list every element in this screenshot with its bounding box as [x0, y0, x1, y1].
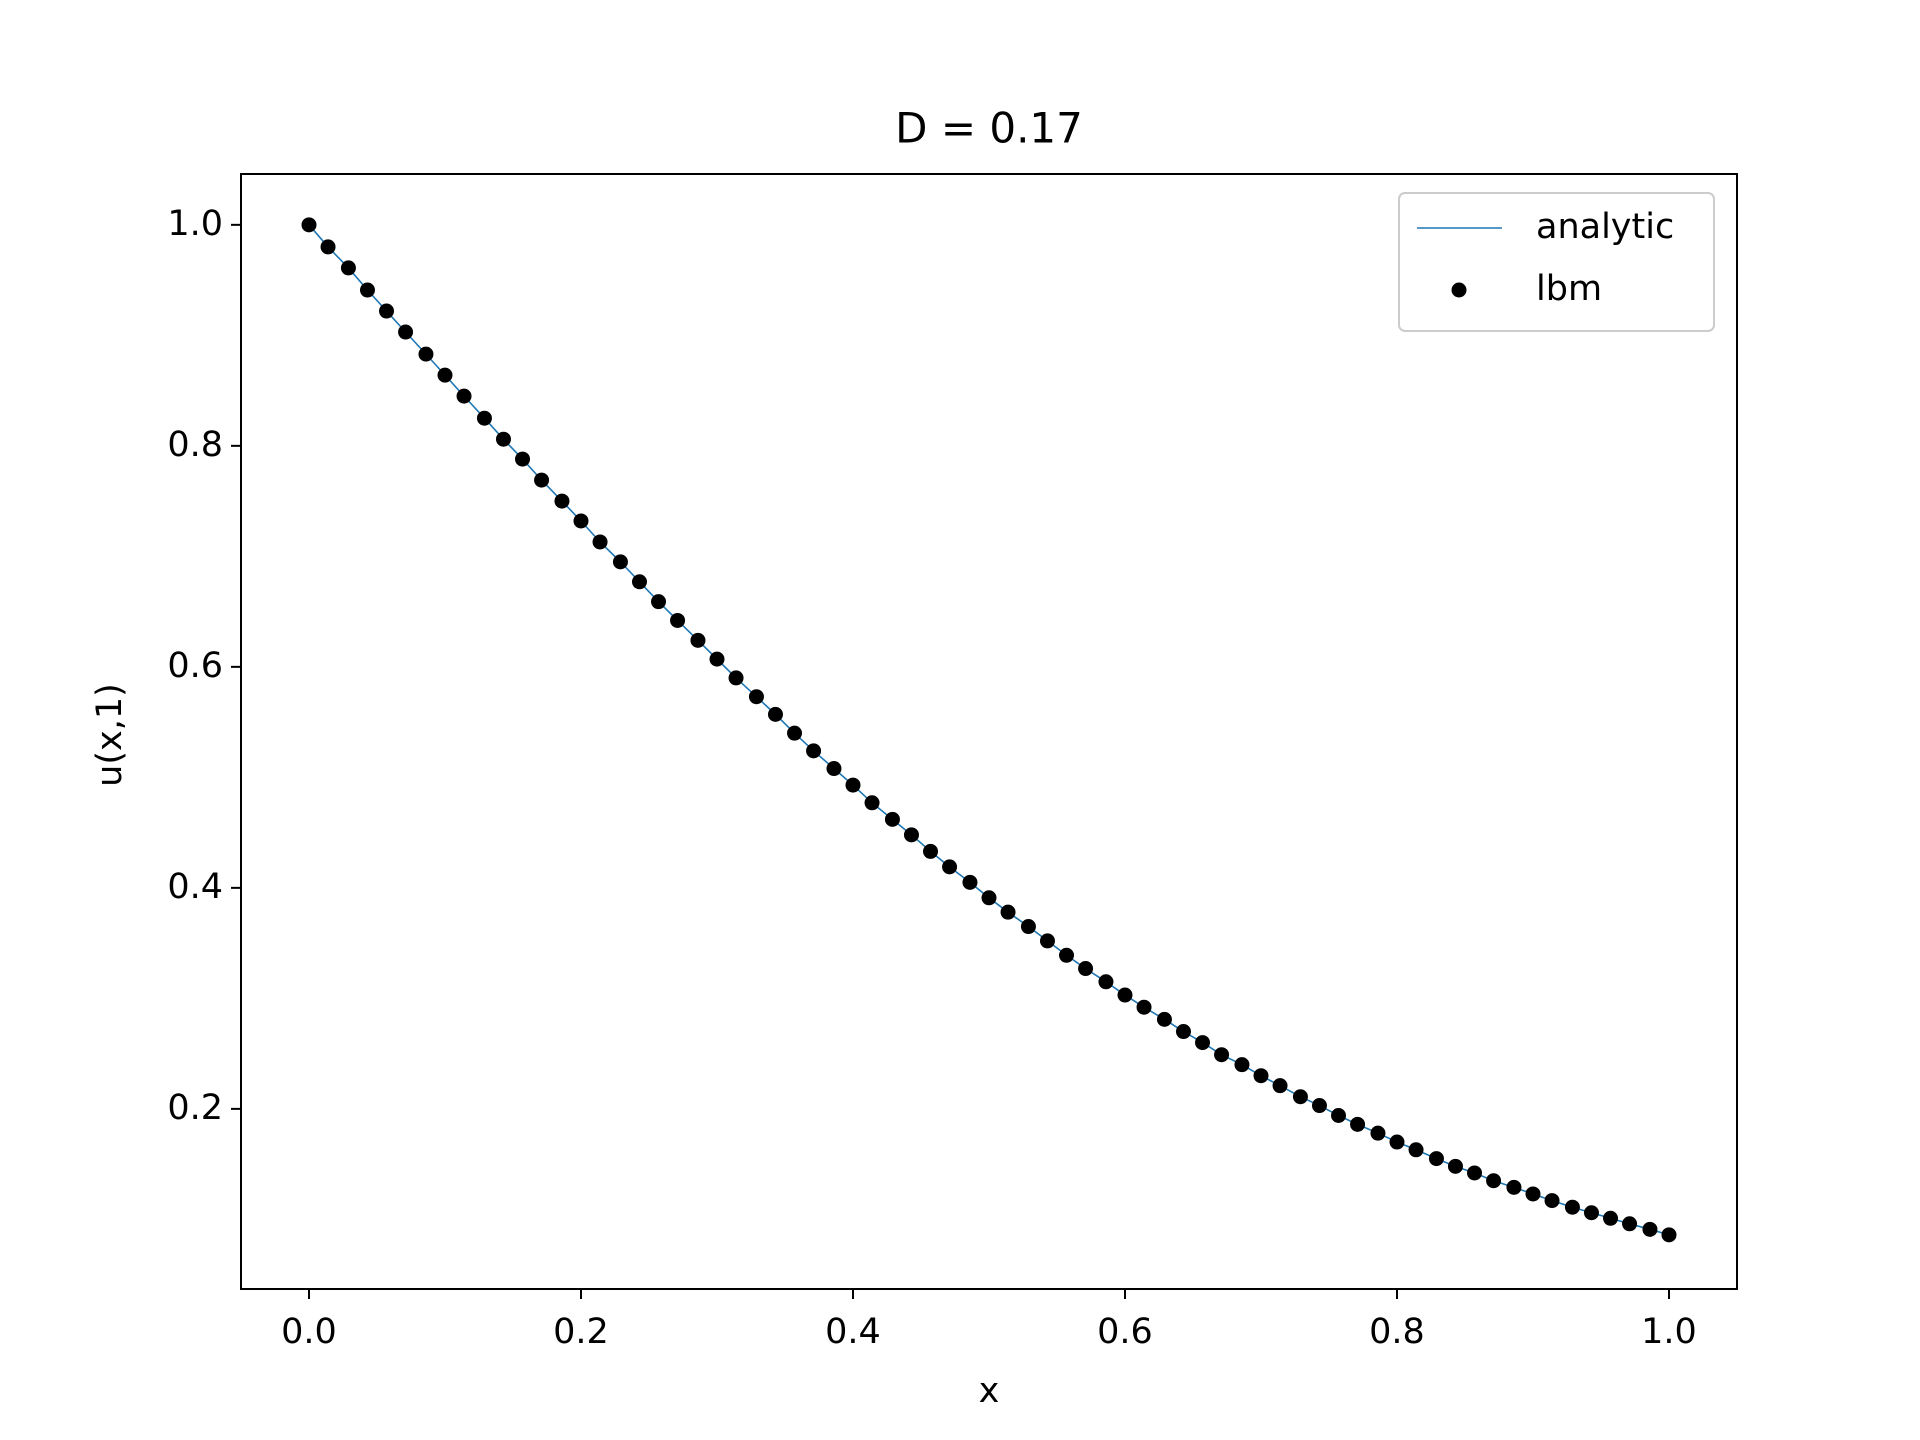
x-tick-label: 1.0 [1641, 1312, 1697, 1352]
data-point [301, 217, 317, 233]
data-point [1622, 1216, 1638, 1232]
data-point [534, 472, 550, 488]
data-point [787, 725, 803, 741]
data-point [1370, 1125, 1386, 1141]
data-point [515, 451, 531, 467]
data-point [1078, 961, 1094, 977]
data-point [1098, 974, 1114, 990]
data-point [476, 410, 492, 426]
y-tick-label: 0.4 [167, 867, 223, 907]
data-point [1020, 919, 1036, 935]
data-point [320, 239, 336, 255]
x-tick-label: 0.0 [281, 1312, 337, 1352]
data-point [1059, 947, 1075, 963]
data-point [962, 874, 978, 890]
x-tick-label: 0.4 [825, 1312, 881, 1352]
data-point [1117, 987, 1133, 1003]
y-tick-label: 1.0 [167, 204, 223, 244]
data-point [398, 324, 414, 340]
x-tick-label: 0.6 [1097, 1312, 1153, 1352]
x-tick-label: 0.8 [1369, 1312, 1425, 1352]
data-point [1350, 1116, 1366, 1132]
data-point [1331, 1108, 1347, 1124]
data-point [612, 554, 628, 570]
data-point [728, 670, 744, 686]
y-axis-label: u(x,1) [90, 683, 130, 787]
legend-label: lbm [1536, 269, 1602, 309]
data-point [981, 890, 997, 906]
data-line [308, 224, 1670, 1236]
data-point [1156, 1011, 1172, 1027]
y-tick-label: 0.2 [167, 1088, 223, 1128]
data-point [1603, 1210, 1619, 1226]
data-point [1389, 1134, 1405, 1150]
x-axis-label: x [979, 1371, 1000, 1411]
data-point [340, 260, 356, 276]
y-tick-label: 0.6 [167, 646, 223, 686]
data-point [1467, 1165, 1483, 1181]
data-point [359, 282, 375, 298]
data-point [923, 843, 939, 859]
data-point [1136, 999, 1152, 1015]
legend-label: analytic [1536, 207, 1674, 247]
data-point [1292, 1089, 1308, 1105]
data-point [806, 743, 822, 759]
data-point [1661, 1227, 1677, 1243]
data-point [437, 367, 453, 383]
data-point [592, 534, 608, 550]
data-point [1428, 1151, 1444, 1167]
data-point [379, 303, 395, 319]
data-point [1447, 1158, 1463, 1174]
data-point [456, 388, 472, 404]
data-point [1195, 1035, 1211, 1051]
data-point [495, 431, 511, 447]
data-point [1000, 904, 1016, 920]
data-point [1408, 1142, 1424, 1158]
y-tick-label: 0.8 [167, 425, 223, 465]
data-point [864, 795, 880, 811]
data-point [1272, 1078, 1288, 1094]
data-point [884, 811, 900, 827]
data-point [826, 761, 842, 777]
data-point [942, 859, 958, 875]
data-point [1544, 1193, 1560, 1209]
data-point [1311, 1098, 1327, 1114]
data-point [903, 827, 919, 843]
data-point [1525, 1186, 1541, 1202]
data-point [748, 689, 764, 705]
legend-marker [1451, 282, 1467, 298]
data-point [690, 632, 706, 648]
data-point [1642, 1221, 1658, 1237]
data-point [1214, 1047, 1230, 1063]
data-point [709, 651, 725, 667]
data-point [573, 513, 589, 529]
data-point [1039, 933, 1055, 949]
data-point [651, 594, 667, 610]
data-point [1583, 1205, 1599, 1221]
x-tick-label: 0.2 [553, 1312, 609, 1352]
chart-title: D = 0.17 [895, 104, 1083, 153]
data-point [1486, 1173, 1502, 1189]
data-point [1564, 1199, 1580, 1215]
plot-frame [240, 173, 1738, 1290]
data-point [1253, 1068, 1269, 1084]
data-point [1234, 1057, 1250, 1073]
data-point [554, 493, 570, 509]
data-point [418, 346, 434, 362]
data-point [1506, 1179, 1522, 1195]
data-point [767, 706, 783, 722]
data-point [670, 612, 686, 628]
data-point [631, 574, 647, 590]
data-point [845, 777, 861, 793]
data-point [1175, 1024, 1191, 1040]
